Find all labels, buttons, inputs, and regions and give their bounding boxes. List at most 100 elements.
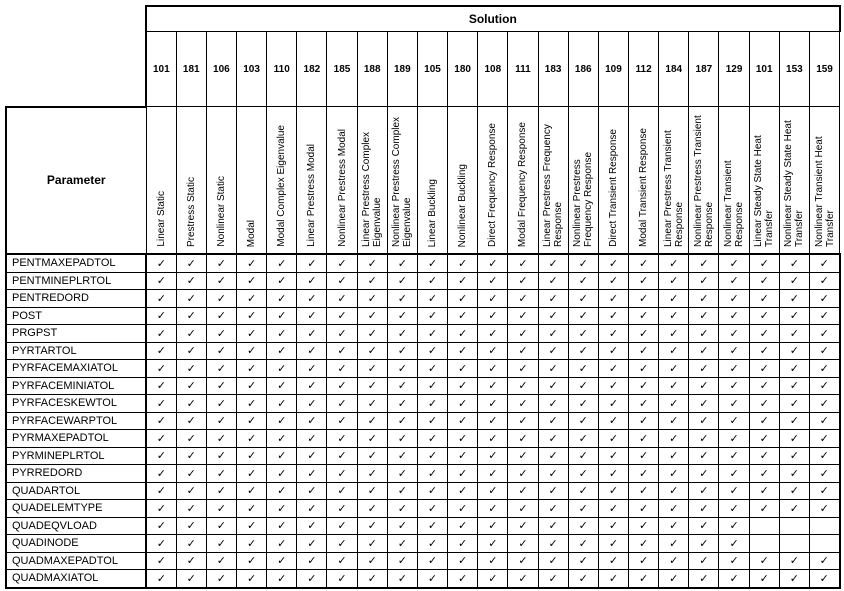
check-cell: ✓ xyxy=(718,394,750,413)
check-cell: ✓ xyxy=(326,464,358,483)
checkmark-icon: ✓ xyxy=(427,450,438,463)
checkmark-icon: ✓ xyxy=(246,292,257,305)
checkmark-icon: ✓ xyxy=(397,257,407,270)
checkmark-icon: ✓ xyxy=(337,415,347,428)
checkmark-icon: ✓ xyxy=(669,485,679,498)
check-cell: ✓ xyxy=(326,289,358,308)
checkmark-icon: ✓ xyxy=(548,362,558,375)
checkmark-icon: ✓ xyxy=(548,432,558,445)
checkmark-icon: ✓ xyxy=(638,572,649,585)
check-cell: ✓ xyxy=(416,464,449,483)
checkmark-icon: ✓ xyxy=(246,502,257,515)
solution-name-cell: Prestress Static xyxy=(175,106,207,255)
check-cell: ✓ xyxy=(205,516,237,535)
checkmark-icon: ✓ xyxy=(789,327,799,340)
check-cell: ✓ xyxy=(627,306,660,325)
check-cell: ✓ xyxy=(658,499,690,518)
check-cell: ✓ xyxy=(748,429,780,448)
check-cell: ✓ xyxy=(175,341,207,360)
solution-number: 153 xyxy=(778,31,810,107)
check-cell: ✓ xyxy=(778,289,810,308)
check-cell: ✓ xyxy=(205,464,237,483)
checkmark-icon: ✓ xyxy=(759,555,769,568)
checkmark-icon: ✓ xyxy=(578,397,588,410)
table-row: PYRREDORD ✓ ✓ ✓ ✓ ✓ ✓ ✓ ✓ ✓ ✓ ✓ ✓ ✓ ✓ ✓ ✓ ✓ ✓ ✓ ✓ ✓ ✓ ✓ xyxy=(5,464,841,483)
solution-name: Nonlinear Prestress Transient Response xyxy=(692,115,715,247)
check-cell: ✓ xyxy=(416,481,449,500)
check-cell: ✓ xyxy=(416,253,449,273)
check-cell: ✓ xyxy=(778,411,810,430)
check-cell: ✓ xyxy=(507,446,539,465)
checkmark-icon: ✓ xyxy=(458,362,468,375)
check-cell: ✓ xyxy=(718,376,750,395)
check-cell: ✓ xyxy=(658,376,690,395)
checkmark-icon: ✓ xyxy=(367,502,377,515)
solution-number: 181 xyxy=(175,31,207,107)
check-cell: ✓ xyxy=(266,429,298,448)
checkmark-icon: ✓ xyxy=(156,275,166,288)
check-cell: ✓ xyxy=(477,569,509,589)
checkmark-icon: ✓ xyxy=(458,502,468,515)
checkmark-icon: ✓ xyxy=(699,502,709,515)
checkmark-icon: ✓ xyxy=(427,520,438,533)
check-cell: ✓ xyxy=(477,429,509,448)
checkmark-icon: ✓ xyxy=(186,555,196,568)
check-cell: ✓ xyxy=(748,411,780,430)
check-cell: ✓ xyxy=(507,464,539,483)
checkmark-icon: ✓ xyxy=(699,450,709,463)
check-cell: ✓ xyxy=(597,551,630,570)
checkmark-icon: ✓ xyxy=(277,450,287,463)
check-cell: ✓ xyxy=(808,464,841,483)
check-cell: ✓ xyxy=(567,481,599,500)
check-cell: ✓ xyxy=(537,534,569,553)
check-cell: ✓ xyxy=(688,289,720,308)
check-cell: ✓ xyxy=(356,271,388,290)
checkmark-icon: ✓ xyxy=(518,502,528,515)
checkmark-icon: ✓ xyxy=(186,502,196,515)
solution-name: Direct Transient Response xyxy=(607,129,619,247)
checkmark-icon: ✓ xyxy=(337,397,347,410)
check-cell: ✓ xyxy=(235,569,268,589)
check-cell: ✓ xyxy=(477,359,509,378)
checkmark-icon: ✓ xyxy=(548,292,558,305)
solution-name: Linear Prestress Transient Response xyxy=(662,130,685,247)
checkmark-icon: ✓ xyxy=(819,485,829,498)
solution-name-cell: Linear Static xyxy=(145,106,177,255)
checkmark-icon: ✓ xyxy=(729,555,739,568)
solution-name: Linear Prestress Frequency Response xyxy=(542,124,565,247)
check-cell: ✓ xyxy=(235,359,268,378)
checkmark-icon: ✓ xyxy=(337,380,347,393)
check-cell: ✓ xyxy=(567,534,599,553)
check-cell: ✓ xyxy=(627,551,660,570)
checkmark-icon: ✓ xyxy=(518,275,528,288)
checkmark-icon: ✓ xyxy=(458,415,468,428)
check-cell: ✓ xyxy=(507,394,539,413)
checkmark-icon: ✓ xyxy=(427,502,438,515)
check-cell: ✓ xyxy=(597,289,630,308)
checkmark-icon: ✓ xyxy=(216,292,226,305)
check-cell: ✓ xyxy=(597,271,630,290)
check-cell: ✓ xyxy=(748,394,780,413)
check-cell: ✓ xyxy=(537,516,569,535)
check-cell: ✓ xyxy=(386,253,418,273)
checkmark-icon: ✓ xyxy=(337,502,347,515)
check-cell: ✓ xyxy=(748,551,780,570)
solution-name-cell: Modal Transient Response xyxy=(627,106,660,255)
parameter-header: Parameter xyxy=(5,105,147,255)
checkmark-icon: ✓ xyxy=(458,485,468,498)
checkmark-icon: ✓ xyxy=(246,467,257,480)
checkmark-icon: ✓ xyxy=(759,467,769,480)
table-row: QUADEQVLOAD ✓ ✓ ✓ ✓ ✓ ✓ ✓ ✓ ✓ ✓ ✓ ✓ ✓ ✓ ✓ ✓ ✓ ✓ ✓ ✓ xyxy=(5,516,841,535)
check-cell: ✓ xyxy=(175,253,207,273)
checkmark-icon: ✓ xyxy=(669,520,679,533)
check-cell: ✓ xyxy=(356,569,388,589)
solution-number: 182 xyxy=(296,31,328,107)
checkmark-icon: ✓ xyxy=(729,362,739,375)
check-cell: ✓ xyxy=(597,359,630,378)
check-cell: ✓ xyxy=(416,569,449,589)
checkmark-icon: ✓ xyxy=(397,450,407,463)
check-cell: ✓ xyxy=(235,534,268,553)
checkmark-icon: ✓ xyxy=(216,275,226,288)
solution-name: Nonlinear Prestress Complex Eigenvalue xyxy=(391,116,414,247)
check-cell: ✓ xyxy=(145,481,177,500)
